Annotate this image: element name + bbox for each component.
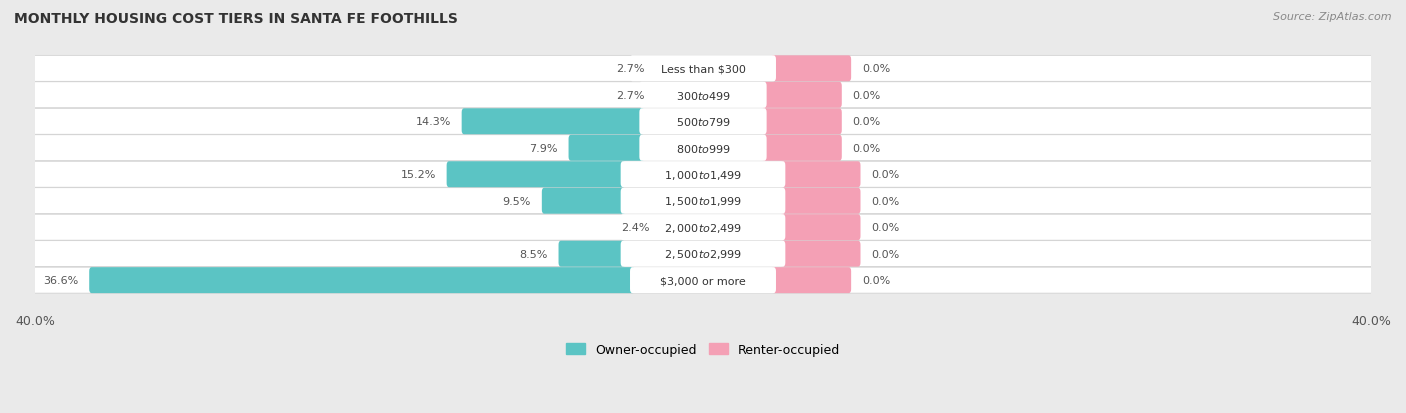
Text: $3,000 or more: $3,000 or more: [661, 275, 745, 285]
Text: 0.0%: 0.0%: [862, 64, 890, 74]
FancyBboxPatch shape: [640, 135, 766, 161]
Text: $1,500 to $1,999: $1,500 to $1,999: [664, 195, 742, 208]
FancyBboxPatch shape: [541, 188, 626, 214]
FancyBboxPatch shape: [89, 268, 636, 293]
Text: $2,000 to $2,499: $2,000 to $2,499: [664, 221, 742, 234]
Text: $500 to $799: $500 to $799: [675, 116, 731, 128]
Text: 2.4%: 2.4%: [621, 223, 650, 233]
Text: $2,500 to $2,999: $2,500 to $2,999: [664, 247, 742, 261]
Text: Source: ZipAtlas.com: Source: ZipAtlas.com: [1274, 12, 1392, 22]
Text: 8.5%: 8.5%: [519, 249, 548, 259]
FancyBboxPatch shape: [762, 83, 842, 109]
FancyBboxPatch shape: [640, 83, 766, 109]
Text: 14.3%: 14.3%: [415, 117, 451, 127]
FancyBboxPatch shape: [780, 188, 860, 214]
FancyBboxPatch shape: [32, 83, 1374, 109]
FancyBboxPatch shape: [620, 241, 786, 267]
FancyBboxPatch shape: [32, 188, 1374, 214]
Text: 0.0%: 0.0%: [872, 223, 900, 233]
Text: $1,000 to $1,499: $1,000 to $1,499: [664, 169, 742, 181]
FancyBboxPatch shape: [630, 56, 776, 82]
Text: 2.7%: 2.7%: [616, 90, 644, 100]
FancyBboxPatch shape: [32, 268, 1374, 293]
Text: 0.0%: 0.0%: [852, 117, 882, 127]
FancyBboxPatch shape: [558, 241, 626, 267]
Text: $300 to $499: $300 to $499: [675, 90, 731, 102]
Text: 0.0%: 0.0%: [872, 170, 900, 180]
Text: 2.7%: 2.7%: [616, 64, 644, 74]
Text: 15.2%: 15.2%: [401, 170, 436, 180]
FancyBboxPatch shape: [640, 109, 766, 135]
FancyBboxPatch shape: [32, 56, 1374, 82]
FancyBboxPatch shape: [780, 215, 860, 241]
FancyBboxPatch shape: [32, 109, 1374, 135]
FancyBboxPatch shape: [461, 109, 644, 135]
Text: 0.0%: 0.0%: [862, 275, 890, 285]
Text: 7.9%: 7.9%: [529, 143, 558, 153]
Text: 0.0%: 0.0%: [872, 196, 900, 206]
FancyBboxPatch shape: [780, 162, 860, 188]
FancyBboxPatch shape: [32, 215, 1374, 241]
Text: Less than $300: Less than $300: [661, 64, 745, 74]
Text: 0.0%: 0.0%: [852, 143, 882, 153]
FancyBboxPatch shape: [770, 268, 851, 293]
Text: 0.0%: 0.0%: [872, 249, 900, 259]
FancyBboxPatch shape: [32, 135, 1374, 161]
FancyBboxPatch shape: [630, 268, 776, 293]
Text: MONTHLY HOUSING COST TIERS IN SANTA FE FOOTHILLS: MONTHLY HOUSING COST TIERS IN SANTA FE F…: [14, 12, 458, 26]
Text: 36.6%: 36.6%: [44, 275, 79, 285]
FancyBboxPatch shape: [568, 135, 644, 161]
FancyBboxPatch shape: [32, 162, 1374, 188]
FancyBboxPatch shape: [620, 162, 786, 188]
FancyBboxPatch shape: [762, 109, 842, 135]
FancyBboxPatch shape: [620, 215, 786, 241]
Text: 9.5%: 9.5%: [502, 196, 531, 206]
FancyBboxPatch shape: [447, 162, 626, 188]
FancyBboxPatch shape: [32, 241, 1374, 267]
FancyBboxPatch shape: [762, 135, 842, 161]
Legend: Owner-occupied, Renter-occupied: Owner-occupied, Renter-occupied: [561, 338, 845, 361]
Text: $800 to $999: $800 to $999: [675, 142, 731, 154]
FancyBboxPatch shape: [780, 241, 860, 267]
Text: 0.0%: 0.0%: [852, 90, 882, 100]
FancyBboxPatch shape: [770, 56, 851, 82]
FancyBboxPatch shape: [620, 188, 786, 214]
